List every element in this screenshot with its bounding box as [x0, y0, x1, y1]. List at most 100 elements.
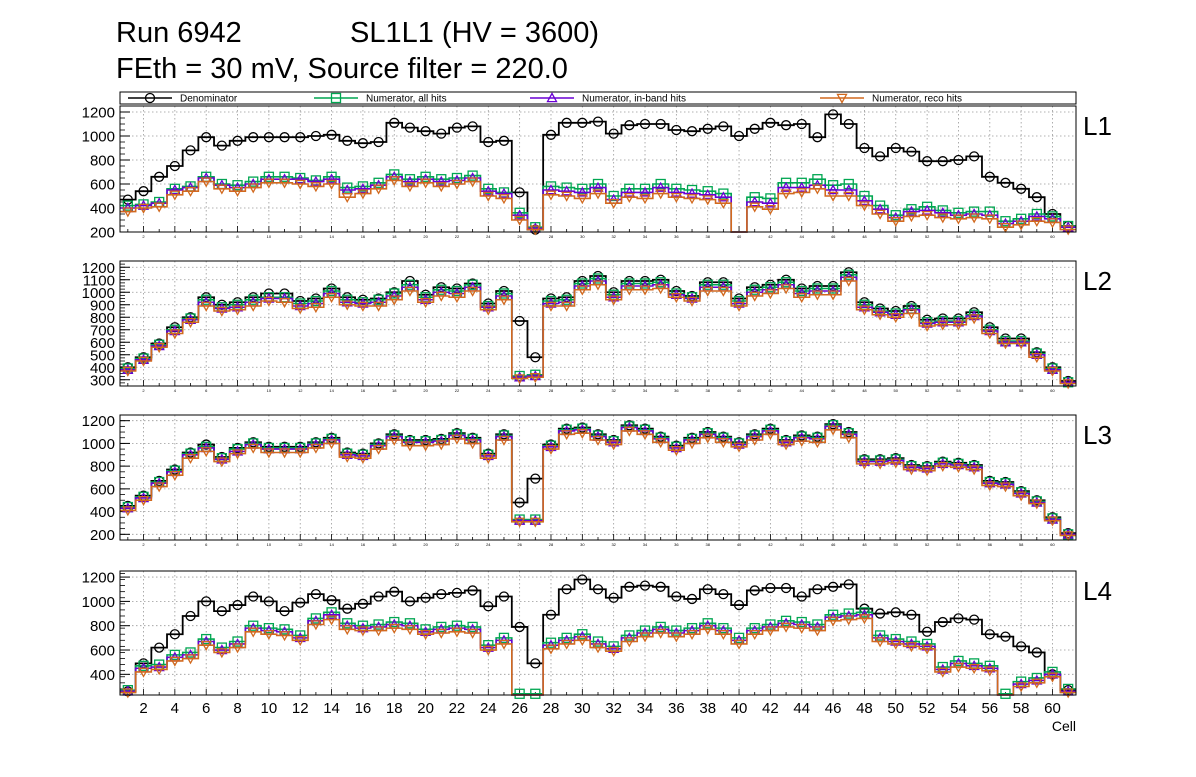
data-point [874, 630, 886, 641]
x-tick-label-small: 32 [611, 234, 616, 239]
series-line-L2-3 [120, 280, 1076, 385]
data-point [137, 356, 150, 367]
data-point [122, 502, 134, 513]
x-tick-label-small: 20 [423, 542, 428, 547]
data-point [1031, 678, 1043, 689]
data-point [717, 198, 729, 210]
data-point [812, 174, 823, 185]
data-point [467, 177, 479, 188]
data-point [780, 284, 792, 295]
data-point [670, 292, 682, 304]
data-point [858, 305, 871, 316]
data-point [811, 184, 824, 195]
data-point [1000, 688, 1011, 699]
data-point [1046, 516, 1059, 527]
legend-marker-3 [836, 93, 848, 104]
x-tick-label-small: 40 [737, 542, 742, 547]
plot-frame-L4 [119, 570, 1077, 696]
data-point [420, 178, 432, 189]
data-point [1031, 499, 1043, 510]
y-tick-label: 1100 [83, 272, 115, 289]
data-point [592, 189, 604, 200]
data-point [436, 621, 447, 633]
data-point [294, 632, 306, 643]
data-point [404, 441, 416, 452]
data-point [890, 216, 902, 228]
data-point [937, 156, 948, 167]
data-point [733, 301, 745, 312]
data-point [608, 592, 619, 603]
data-point [342, 603, 353, 614]
legend-marker-2 [546, 92, 558, 103]
x-tick-label-small: 6 [205, 388, 208, 393]
data-point [984, 329, 996, 340]
x-tick-label-small: 2 [142, 234, 145, 239]
data-point [325, 179, 338, 190]
data-point [968, 465, 980, 476]
data-point [420, 629, 432, 641]
data-point [467, 170, 478, 181]
data-point [608, 190, 619, 202]
data-point [404, 286, 416, 297]
data-point [953, 655, 964, 667]
x-tick-label-small: 30 [580, 388, 585, 393]
x-tick-label: 40 [731, 700, 748, 717]
data-point [169, 184, 181, 195]
data-point [216, 184, 228, 195]
data-point [717, 629, 729, 641]
data-point [514, 187, 525, 198]
data-point [1031, 674, 1043, 685]
data-point [718, 622, 729, 634]
data-point [921, 466, 933, 477]
x-tick-label-small: 40 [737, 388, 742, 393]
data-point [498, 288, 510, 299]
x-tick-label-small: 42 [768, 388, 773, 393]
data-point [483, 136, 494, 148]
x-tick-label-small: 46 [831, 234, 836, 239]
data-point [404, 174, 416, 185]
data-point [780, 582, 792, 594]
y-tick-label: 900 [90, 297, 115, 314]
data-point [843, 118, 854, 130]
data-point [1046, 513, 1059, 524]
data-point [608, 642, 620, 654]
data-point [514, 688, 525, 699]
x-tick-label-small: 16 [361, 388, 366, 393]
data-point [279, 605, 290, 617]
data-point [686, 296, 698, 307]
plot-frame-L2 [119, 260, 1077, 387]
data-point [200, 177, 212, 188]
data-point [310, 613, 322, 624]
data-point [827, 609, 839, 620]
legend-box [119, 91, 1077, 105]
data-point [686, 439, 698, 450]
y-tick-label: 800 [90, 153, 115, 170]
x-tick-label-small: 44 [800, 388, 805, 393]
x-tick-label-small: 22 [455, 388, 460, 393]
data-point [263, 448, 275, 459]
data-point [655, 189, 667, 200]
data-point [796, 436, 808, 447]
data-point [561, 191, 573, 202]
data-point [577, 183, 588, 194]
x-tick-label-small: 32 [611, 388, 616, 393]
data-point [420, 171, 431, 182]
data-point [294, 448, 306, 459]
data-point [388, 435, 400, 446]
x-tick-label: 10 [261, 700, 278, 717]
data-point [968, 314, 980, 325]
series-line-L4-1 [120, 611, 1076, 695]
data-point [498, 639, 510, 650]
plot-area-L2 [120, 261, 1076, 386]
data-point [389, 117, 400, 128]
data-point [436, 174, 447, 185]
data-point [545, 637, 557, 648]
data-point [843, 184, 855, 195]
data-point [514, 621, 525, 633]
data-point [639, 625, 651, 636]
data-point [576, 428, 588, 440]
data-point [154, 642, 165, 653]
y-tick-label: 200 [90, 527, 115, 544]
x-tick-label-small: 36 [674, 234, 679, 239]
data-point [247, 301, 259, 312]
